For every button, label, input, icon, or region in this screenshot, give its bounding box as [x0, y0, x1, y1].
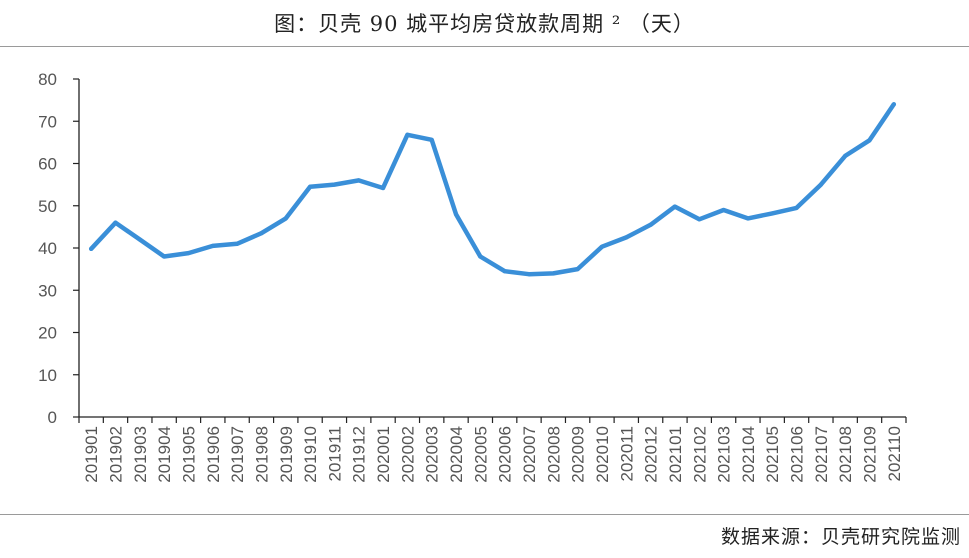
chart-title: 图：贝壳 90 城平均房贷放款周期 ² （天） [274, 12, 695, 36]
data-point [235, 241, 240, 246]
data-source-note: 数据来源：贝壳研究院监测 [720, 526, 961, 548]
x-tick-label: 201908 [252, 426, 271, 483]
data-point [891, 102, 896, 107]
y-tick-label: 10 [38, 366, 57, 385]
data-point [381, 186, 386, 191]
data-point [843, 153, 848, 158]
data-point [526, 272, 531, 277]
x-tick-label: 202109 [861, 426, 880, 483]
data-point [259, 231, 264, 236]
x-tick-label: 201912 [350, 426, 369, 483]
footer-divider [0, 514, 969, 515]
y-tick-label: 70 [38, 112, 57, 131]
x-tick-label: 202007 [520, 426, 539, 483]
title-divider [0, 46, 969, 47]
x-tick-label: 202004 [447, 426, 466, 483]
data-point [721, 207, 726, 212]
x-tick-label: 202107 [812, 426, 831, 483]
x-tick-label: 202003 [423, 426, 442, 483]
data-point [624, 235, 629, 240]
data-point [478, 254, 483, 259]
data-point [308, 184, 313, 189]
data-point [454, 212, 459, 217]
data-point [332, 182, 337, 187]
y-tick-label: 80 [38, 70, 57, 89]
x-tick-label: 202110 [885, 426, 904, 481]
data-point [283, 216, 288, 221]
x-tick-label: 202105 [763, 426, 782, 483]
x-tick-label: 201911 [325, 426, 344, 481]
x-tick-label: 202104 [739, 426, 758, 483]
x-tick-label: 202103 [715, 426, 734, 483]
data-point [599, 244, 604, 249]
data-point [137, 237, 142, 242]
data-point [648, 222, 653, 227]
data-point [745, 216, 750, 221]
y-tick-label: 50 [38, 197, 57, 216]
data-point [867, 138, 872, 143]
data-point [113, 220, 118, 225]
x-tick-label: 202009 [569, 426, 588, 483]
x-tick-label: 201907 [228, 426, 247, 483]
data-point [405, 132, 410, 137]
x-tick-label: 202106 [788, 426, 807, 483]
y-tick-label: 40 [38, 239, 57, 258]
data-point [818, 182, 823, 187]
x-axis-ticks: 201901 201902 201903 201904 201905 201906 2019… [78, 417, 907, 483]
x-tick-label: 202108 [836, 426, 855, 483]
x-tick-label: 202006 [496, 426, 515, 483]
x-tick-label: 202102 [690, 426, 709, 483]
x-tick-label: 201904 [155, 426, 174, 483]
data-point [210, 243, 215, 248]
x-tick-label: 202002 [398, 426, 417, 483]
x-tick-label: 202011 [617, 426, 636, 481]
x-tick-label: 201903 [131, 426, 150, 483]
data-point [186, 251, 191, 256]
data-point [551, 271, 556, 276]
data-point [794, 205, 799, 210]
y-tick-label: 60 [38, 155, 57, 174]
x-tick-label: 202101 [666, 426, 685, 483]
data-point [429, 137, 434, 142]
x-tick-label: 202001 [374, 426, 393, 483]
x-tick-label: 202008 [544, 426, 563, 483]
x-tick-label: 201906 [204, 426, 223, 483]
x-tick-label: 201910 [301, 426, 320, 483]
data-point [770, 211, 775, 216]
x-tick-label: 201909 [277, 426, 296, 483]
data-point [502, 269, 507, 274]
y-tick-label: 0 [48, 408, 57, 427]
x-tick-label: 201902 [106, 426, 125, 483]
y-axis-ticks: 0 10 20 30 40 50 60 70 80 [38, 70, 79, 427]
data-point [575, 267, 580, 272]
y-tick-label: 30 [38, 281, 57, 300]
data-point [162, 254, 167, 259]
x-tick-label: 202012 [642, 426, 661, 483]
data-point [356, 178, 361, 183]
x-tick-label: 202005 [471, 426, 490, 483]
data-point [89, 246, 94, 251]
x-tick-label: 201901 [82, 426, 101, 483]
plot-area [88, 102, 897, 277]
data-point [697, 217, 702, 222]
x-tick-label: 202010 [593, 426, 612, 483]
series-line [88, 102, 897, 277]
x-tick-label: 201905 [179, 426, 198, 483]
y-tick-label: 20 [38, 324, 57, 343]
data-point [672, 204, 677, 209]
